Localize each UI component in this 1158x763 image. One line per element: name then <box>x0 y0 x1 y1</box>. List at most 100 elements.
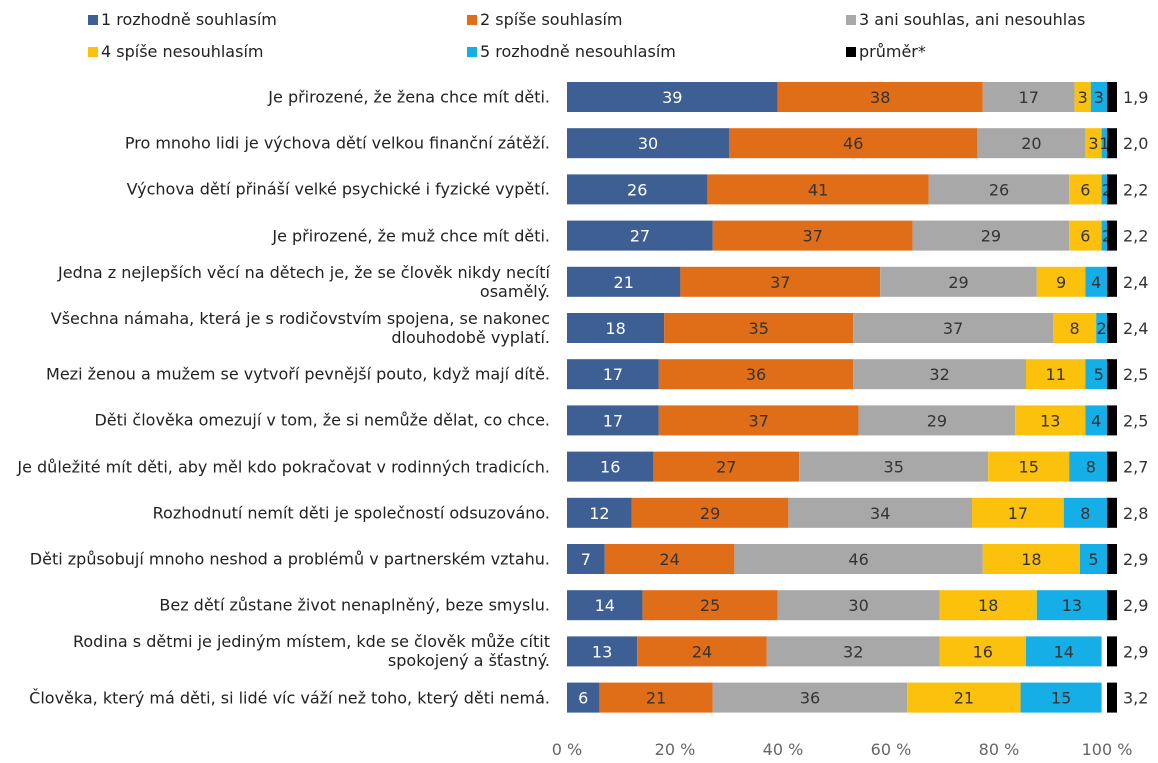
bar-segment-5-rozhodne-nesouhlasim <box>1080 544 1107 574</box>
bar-segment-2-spise-souhlasim <box>599 682 713 713</box>
legend-item-4-spise-nesouhlasim: 4 spíše nesouhlasím <box>88 42 263 61</box>
bar-segment-2-spise-souhlasim <box>631 497 789 528</box>
data-label: 24 <box>659 550 679 569</box>
bar-segment-4-spise-nesouhlasim <box>1026 359 1086 390</box>
average-label: 2,9 <box>1123 550 1148 569</box>
average-label: 2,9 <box>1123 642 1148 661</box>
data-label: 16 <box>600 458 620 477</box>
data-label: 15 <box>1019 458 1039 477</box>
bar-segment-2-spise-souhlasim <box>658 359 854 390</box>
average-label: 2,0 <box>1123 134 1148 153</box>
bar-segment-2-spise-souhlasim <box>604 544 735 574</box>
bar-segment-1-rozhodne-souhlasim <box>567 266 681 297</box>
bar-segment-3-ani-souhlas-ani-nesouhlas <box>712 682 908 713</box>
data-label: 37 <box>770 273 790 292</box>
data-label: 29 <box>700 504 720 523</box>
bar-segment-5-rozhodne-nesouhlasim <box>1096 313 1107 343</box>
legend-item-3-ani-souhlas-ani-nesouhlas: 3 ani souhlas, ani nesouhlas <box>846 10 1085 29</box>
data-label: 29 <box>981 227 1001 246</box>
bar-segment-4-spise-nesouhlasim <box>939 636 1026 667</box>
average-label: 2,2 <box>1123 180 1148 199</box>
bar-segment-2-spise-souhlasim <box>653 451 800 482</box>
bar-segment-2-spise-souhlasim <box>658 405 859 436</box>
data-label: 27 <box>716 458 736 477</box>
bar-segment-1-rozhodne-souhlasim <box>567 405 659 436</box>
bar-segment-1-rozhodne-souhlasim <box>567 497 632 528</box>
category-label: Výchova dětí přináší velké psychické i f… <box>126 179 550 199</box>
bar-segment-2-spise-souhlasim <box>777 82 983 112</box>
category-label: Bez dětí zůstane život nenaplněný, beze … <box>159 595 550 615</box>
bar-segment-4-spise-nesouhlasim <box>939 590 1037 621</box>
legend-item-2-spise-souhlasim: 2 spíše souhlasím <box>467 10 623 29</box>
legend-item-prumer: průměr* <box>846 42 926 61</box>
bar-segment-4-spise-nesouhlasim <box>907 682 1021 713</box>
data-label: 8 <box>1080 504 1090 523</box>
category-label: Rozhodnutí nemít děti je společností ods… <box>152 503 550 523</box>
data-label: 18 <box>978 596 998 615</box>
average-marker <box>1107 405 1117 436</box>
data-label: 12 <box>589 504 609 523</box>
category-label: Člověka, který má děti, si lidé víc váží… <box>29 688 550 708</box>
bar-segment-3-ani-souhlas-ani-nesouhlas <box>766 636 940 667</box>
data-label: 37 <box>803 227 823 246</box>
data-label: 46 <box>843 134 863 153</box>
average-label: 2,5 <box>1123 365 1148 384</box>
data-label: 3 <box>1094 88 1104 107</box>
category-label: Děti způsobují mnoho neshod a problémů v… <box>29 549 550 569</box>
bar-segment-1-rozhodne-souhlasim <box>567 220 713 251</box>
data-label: 38 <box>870 88 890 107</box>
category-label: Je přirozené, že žena chce mít děti. <box>268 87 550 107</box>
average-marker <box>1107 174 1117 205</box>
legend-swatch <box>467 14 477 25</box>
x-tick-label: 40 % <box>763 740 804 759</box>
bar-segment-4-spise-nesouhlasim <box>982 544 1080 574</box>
legend-swatch <box>467 46 477 57</box>
bar-segment-1-rozhodne-souhlasim <box>567 359 659 390</box>
average-label: 1,9 <box>1123 88 1148 107</box>
legend-label: 5 rozhodně nesouhlasím <box>480 42 676 61</box>
bar-segment-5-rozhodne-nesouhlasim <box>1063 497 1107 528</box>
bar-segment-1-rozhodne-souhlasim <box>567 544 605 574</box>
data-label: 5 <box>1088 550 1098 569</box>
data-label: 29 <box>948 273 968 292</box>
average-marker <box>1107 682 1117 713</box>
data-label: 13 <box>1040 411 1060 430</box>
data-label: 36 <box>800 689 820 708</box>
data-label: 20 <box>1021 134 1041 153</box>
data-label: 36 <box>746 365 766 384</box>
average-label: 2,4 <box>1123 273 1148 292</box>
data-label: 13 <box>1062 596 1082 615</box>
average-marker <box>1107 266 1117 297</box>
bar-segment-1-rozhodne-souhlasim <box>567 128 729 159</box>
average-marker <box>1107 128 1117 159</box>
average-marker <box>1107 220 1117 251</box>
data-label: 26 <box>627 180 647 199</box>
average-marker <box>1107 82 1117 112</box>
bar-segment-1-rozhodne-souhlasim <box>567 590 643 621</box>
data-label: 8 <box>1086 458 1096 477</box>
data-label: 11 <box>1046 365 1066 384</box>
average-marker <box>1107 359 1117 390</box>
bar-segment-4-spise-nesouhlasim <box>1036 266 1086 297</box>
data-label: 18 <box>1021 550 1041 569</box>
data-label: 37 <box>943 319 963 338</box>
data-label: 8 <box>1070 319 1080 338</box>
average-marker <box>1107 451 1117 482</box>
category-label: Je přirozené, že muž chce mít děti. <box>272 226 550 246</box>
x-tick-label: 20 % <box>655 740 696 759</box>
data-label: 7 <box>581 550 591 569</box>
bar-segment-1-rozhodne-souhlasim <box>567 451 654 482</box>
data-label: 46 <box>848 550 868 569</box>
data-label: 21 <box>646 689 666 708</box>
data-label: 2 <box>1097 319 1107 338</box>
bar-segment-3-ani-souhlas-ani-nesouhlas <box>977 128 1086 159</box>
data-label: 1 <box>1099 134 1109 153</box>
bar-segment-2-spise-souhlasim <box>707 174 929 205</box>
bar-segment-3-ani-souhlas-ani-nesouhlas <box>853 359 1026 390</box>
data-label: 5 <box>1094 365 1104 384</box>
legend-label: 1 rozhodně souhlasím <box>101 10 277 29</box>
bar-segment-3-ani-souhlas-ani-nesouhlas <box>858 405 1016 436</box>
data-label: 16 <box>973 642 993 661</box>
bar-segment-5-rozhodne-nesouhlasim <box>1101 128 1107 159</box>
data-label: 6 <box>1080 180 1090 199</box>
